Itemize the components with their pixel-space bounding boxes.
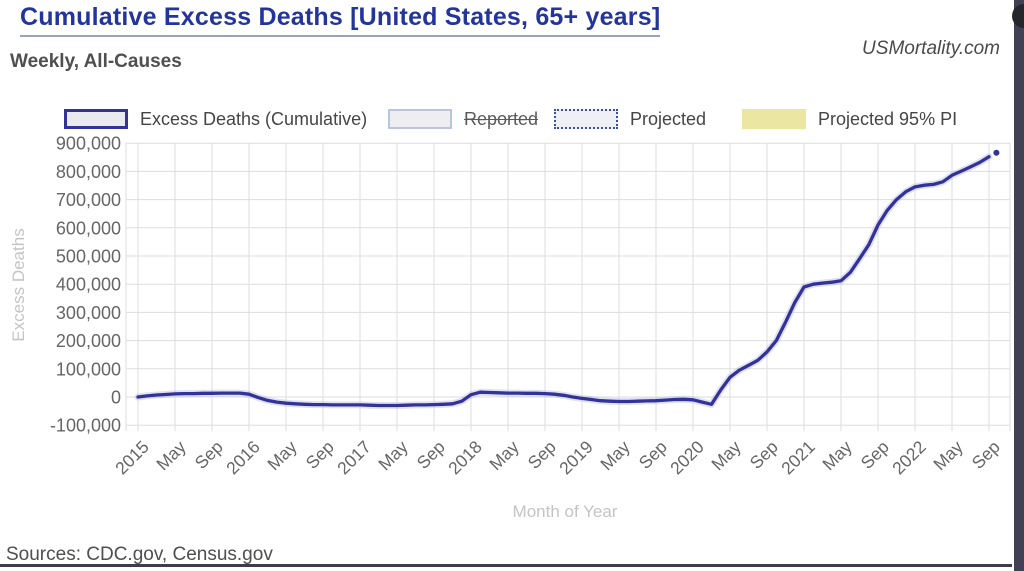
- legend-label-cumulative: Excess Deaths (Cumulative): [140, 108, 368, 129]
- legend-swatch-projected-pi: [742, 109, 806, 129]
- x-tick-label: May: [152, 437, 190, 475]
- x-axis-title: Month of Year: [513, 502, 618, 521]
- x-tick-label: May: [263, 437, 301, 475]
- y-tick-label: 0: [111, 388, 121, 408]
- y-axis-title: Excess Deaths: [9, 228, 28, 341]
- y-tick-label: 200,000: [56, 331, 121, 351]
- x-tick-label: 2021: [777, 437, 819, 479]
- x-tick-label: Sep: [746, 437, 782, 473]
- x-tick-label: May: [374, 437, 412, 475]
- projected-last-point: [993, 149, 1000, 156]
- legend-item-reported[interactable]: Reported: [388, 107, 538, 131]
- legend-item-projected[interactable]: Projected: [554, 107, 706, 131]
- legend-label-projected: Projected: [630, 108, 707, 129]
- y-tick-label: 100,000: [56, 359, 121, 379]
- x-tick-label: Sep: [968, 437, 1004, 473]
- legend-label-projected-pi: Projected 95% PI: [818, 108, 958, 129]
- legend-item-projected-pi[interactable]: Projected 95% PI: [742, 107, 957, 131]
- legend-item-cumulative[interactable]: Excess Deaths (Cumulative): [64, 107, 367, 131]
- x-tick-label: May: [596, 437, 634, 475]
- watermark: USMortality.com: [862, 38, 1000, 59]
- scrollbar-strip[interactable]: [1014, 0, 1024, 571]
- x-tick-label: 2016: [222, 437, 264, 479]
- x-tick-label: Sep: [191, 437, 227, 473]
- x-tick-label: May: [485, 437, 523, 475]
- x-tick-label: Sep: [302, 437, 338, 473]
- y-tick-label: 800,000: [56, 162, 121, 182]
- chart-subtitle: Weekly, All-Causes: [10, 51, 182, 72]
- x-tick-label: Sep: [413, 437, 449, 473]
- series-line-cumulative: [136, 155, 991, 408]
- x-tick-label: 2017: [333, 437, 375, 479]
- x-tick-label: May: [707, 437, 745, 475]
- y-tick-label: 400,000: [56, 275, 121, 295]
- x-tick-label: 2019: [555, 437, 597, 479]
- legend-swatch-reported: [388, 109, 452, 129]
- x-tick-label: Sep: [635, 437, 671, 473]
- x-tick-label: Sep: [857, 437, 893, 473]
- y-tick-label: -100,000: [50, 416, 121, 436]
- legend-label-reported: Reported: [464, 108, 539, 129]
- legend-swatch-cumulative: [64, 109, 128, 129]
- bottom-divider: [0, 564, 1012, 567]
- legend-swatch-projected: [554, 109, 618, 129]
- y-tick-label: 500,000: [56, 247, 121, 267]
- y-tick-label: 300,000: [56, 303, 121, 323]
- x-tick-label: 2018: [444, 437, 486, 479]
- y-tick-label: 700,000: [56, 190, 121, 210]
- x-tick-label: 2020: [666, 437, 708, 479]
- y-tick-label: 900,000: [56, 134, 121, 154]
- window-corner-button[interactable]: [1012, 4, 1024, 28]
- y-tick-label: 600,000: [56, 218, 121, 238]
- x-tick-label: May: [818, 437, 856, 475]
- sources-text: Sources: CDC.gov, Census.gov: [6, 544, 273, 565]
- x-tick-label: 2022: [888, 437, 930, 479]
- series-line-halo: [134, 153, 993, 409]
- x-tick-label: May: [929, 437, 967, 475]
- x-tick-label: 2015: [111, 437, 153, 479]
- x-tick-label: Sep: [524, 437, 560, 473]
- page-title[interactable]: Cumulative Excess Deaths [United States,…: [20, 3, 661, 37]
